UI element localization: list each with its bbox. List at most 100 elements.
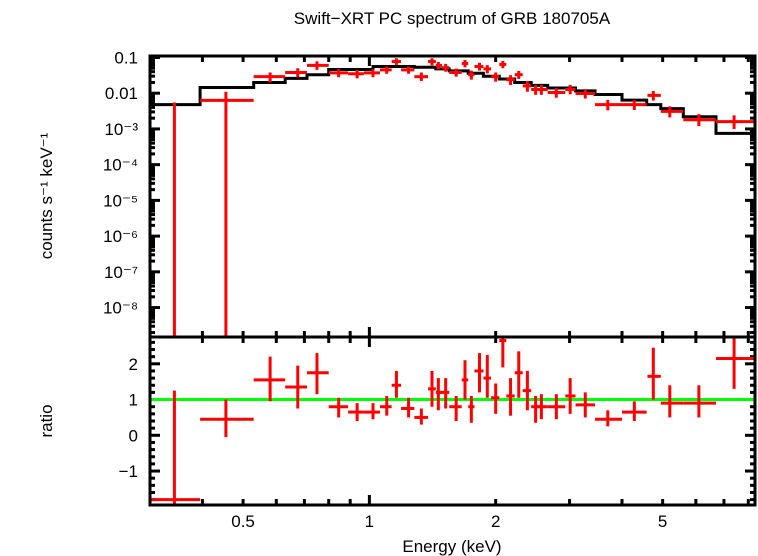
y-tick-label: −1 <box>119 462 138 481</box>
x-tick-labels: 0.5 1 2 5 <box>231 512 667 531</box>
x-tick-label: 0.5 <box>231 512 255 531</box>
y-tick-label: 10⁻⁷ <box>104 263 138 282</box>
spectrum-panel-frame <box>148 54 757 339</box>
ratio-data-point <box>491 383 500 414</box>
spectrum-data-point <box>514 70 523 79</box>
y-tick-label: 10⁻⁶ <box>103 227 138 246</box>
ratio-data-point <box>595 410 622 427</box>
spectrum-data-point <box>391 58 402 65</box>
ratio-data-point <box>428 370 436 407</box>
spectrum-data-point <box>474 62 484 71</box>
ratio-data-point <box>380 395 392 416</box>
ratio-data-point <box>683 385 716 418</box>
y-tick-label: 10⁻⁴ <box>103 156 138 175</box>
spectrum-data-point <box>200 91 254 337</box>
ratio-panel-frame <box>148 335 757 507</box>
spectrum-data-point <box>348 69 364 79</box>
ratio-data-point <box>442 378 450 409</box>
ratio-data-point <box>715 337 755 389</box>
x-tick-label: 1 <box>365 512 374 531</box>
ratio-data-point <box>414 408 429 425</box>
y-tick-label: 10⁻³ <box>104 120 138 139</box>
ratio-data-point <box>200 399 254 438</box>
ratio-data-point <box>461 360 469 400</box>
spectrum-data-point <box>660 106 684 118</box>
y-tick-label: 10⁻⁸ <box>103 299 138 318</box>
y-tick-label: 0 <box>129 426 138 445</box>
spectrum-data-point <box>428 58 436 66</box>
spectrum-data-point <box>536 84 548 95</box>
ratio-data-point <box>506 378 515 416</box>
spectrum-data-point <box>715 115 755 129</box>
ratio-data-point <box>483 354 492 398</box>
y-tick-label: 2 <box>129 355 138 374</box>
spectrum-data-point <box>491 72 500 82</box>
spectrum-data-point <box>499 60 507 69</box>
ratio-data-point <box>621 401 647 421</box>
spectrum-data-point <box>150 102 201 339</box>
ratio-data-point <box>474 353 484 393</box>
spectrum-y-tick-labels: 0.1 0.01 10⁻³ 10⁻⁴ 10⁻⁵ 10⁻⁶ 10⁻⁷ 10⁻⁸ <box>103 48 139 317</box>
panel-frames <box>148 54 757 507</box>
ratio-data-point <box>536 394 548 420</box>
ratio-data-point <box>514 351 523 398</box>
ratio-data-point <box>328 397 349 418</box>
x-tick-label: 2 <box>491 512 500 531</box>
spectrum-data-point <box>483 65 492 74</box>
ratio-data-point <box>435 378 443 411</box>
ratio-data-point <box>522 370 532 411</box>
spectrum-data-point <box>565 84 576 95</box>
spectrum-data-point <box>547 87 566 98</box>
y-tick-label: 0.1 <box>114 48 138 67</box>
chart-title: Swift−XRT PC spectrum of GRB 180705A <box>294 9 611 28</box>
x-axis-label: Energy (keV) <box>402 537 501 556</box>
spectrum-data-point <box>328 69 349 78</box>
spectrum-data-point <box>647 91 661 101</box>
ratio-data-point <box>285 365 307 409</box>
ratio-data-point <box>401 397 415 418</box>
x-tick-label: 5 <box>658 512 667 531</box>
spectrum-data-point <box>306 61 329 70</box>
ratio-data-point <box>565 378 576 414</box>
ratio-data-point <box>363 403 381 420</box>
spectrum-data-point <box>595 99 622 111</box>
spectrum-data-point <box>506 75 515 85</box>
spectrum-data-point <box>414 72 429 81</box>
spectrum-data-point <box>522 80 532 92</box>
y-tick-label: 0.01 <box>105 84 138 103</box>
spectrum-data-point <box>683 114 716 127</box>
spectrum-data-point <box>253 72 286 83</box>
ratio-data-point <box>253 356 286 402</box>
y-axis-label-spectrum: counts s⁻¹ keV⁻¹ <box>37 132 56 259</box>
spectrum-data-point <box>468 70 475 80</box>
ratio-data-point <box>391 370 402 398</box>
ratio-data-point <box>449 395 462 421</box>
ratio-data-point <box>647 347 661 400</box>
ratio-y-tick-labels: 2 1 0 −1 <box>119 355 138 481</box>
spectrum-data-point <box>621 100 647 110</box>
ratio-data-point <box>575 392 596 418</box>
spectrum-axis-ticks <box>148 55 755 337</box>
spectrum-data-point <box>435 61 443 70</box>
spectrum-data-point <box>449 68 462 77</box>
ratio-data-point <box>468 395 475 423</box>
spectrum-data-point <box>442 63 450 72</box>
spectrum-data-point <box>575 89 596 99</box>
spectrum-data-point <box>285 68 307 78</box>
spectrum-data-point <box>380 66 392 74</box>
ratio-data-point <box>660 385 684 418</box>
y-tick-label: 10⁻⁵ <box>103 191 138 210</box>
ratio-data-point <box>150 390 201 505</box>
ratio-data-points <box>150 337 755 505</box>
ratio-data-point <box>306 353 329 395</box>
spectrum-data-point <box>461 60 469 68</box>
y-tick-label: 1 <box>129 391 138 410</box>
y-axis-label-ratio: ratio <box>37 404 56 437</box>
spectrum-data-points <box>150 58 755 339</box>
spectrum-data-point <box>363 69 381 78</box>
ratio-axis-ticks <box>148 337 755 505</box>
ratio-data-point <box>348 403 364 421</box>
ratio-data-point <box>547 394 566 420</box>
spectrum-data-point <box>401 66 415 74</box>
